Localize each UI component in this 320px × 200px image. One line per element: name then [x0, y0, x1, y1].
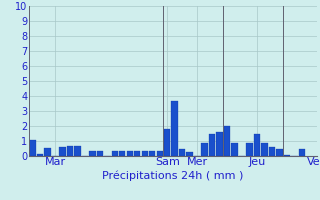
Bar: [89, 151, 96, 156]
Bar: [44, 148, 51, 156]
X-axis label: Précipitations 24h ( mm ): Précipitations 24h ( mm ): [102, 170, 244, 181]
Bar: [112, 151, 118, 156]
Bar: [127, 151, 133, 156]
Bar: [37, 154, 43, 156]
Bar: [187, 152, 193, 156]
Bar: [269, 147, 275, 156]
Bar: [276, 148, 283, 156]
Bar: [231, 142, 238, 156]
Bar: [97, 151, 103, 156]
Bar: [134, 151, 140, 156]
Bar: [246, 142, 253, 156]
Bar: [179, 148, 185, 156]
Bar: [254, 134, 260, 156]
Bar: [149, 151, 156, 156]
Bar: [284, 154, 290, 156]
Bar: [164, 129, 170, 156]
Bar: [141, 151, 148, 156]
Bar: [299, 148, 305, 156]
Bar: [209, 134, 215, 156]
Bar: [119, 151, 125, 156]
Bar: [59, 147, 66, 156]
Bar: [261, 142, 268, 156]
Bar: [172, 101, 178, 156]
Bar: [216, 132, 223, 156]
Bar: [156, 151, 163, 156]
Bar: [201, 142, 208, 156]
Bar: [29, 140, 36, 156]
Bar: [74, 146, 81, 156]
Bar: [224, 126, 230, 156]
Bar: [67, 146, 73, 156]
